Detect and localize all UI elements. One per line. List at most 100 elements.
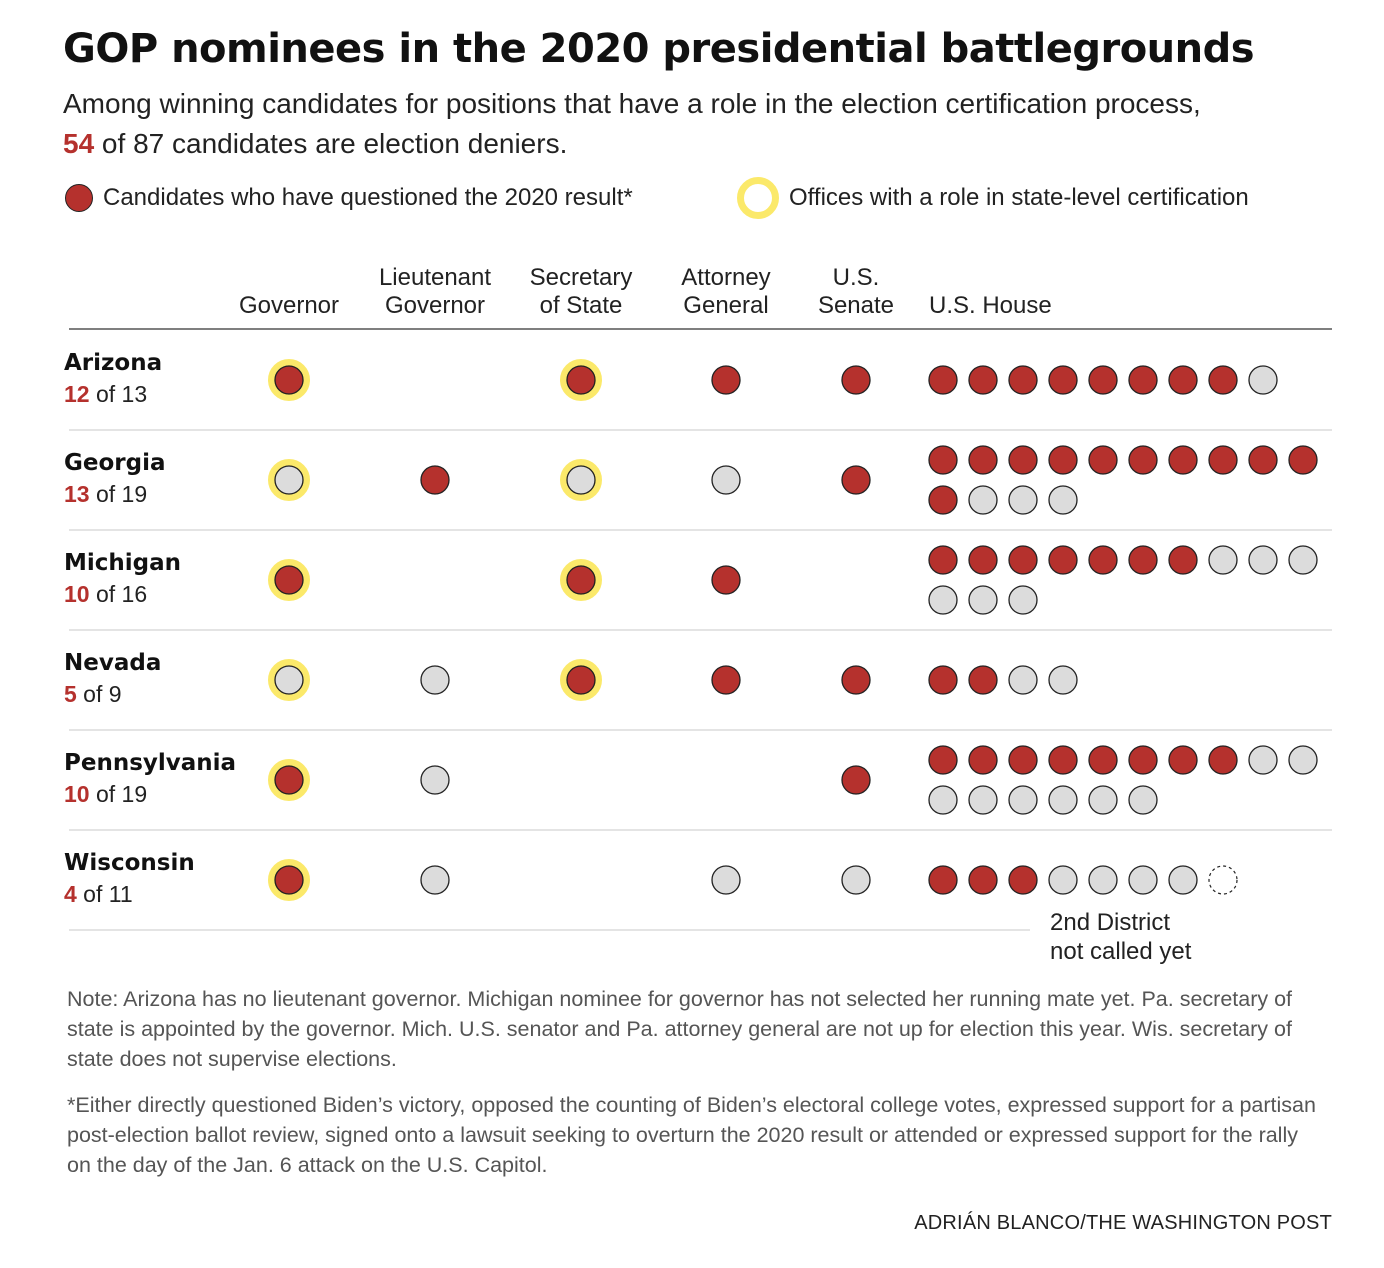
denier-dot bbox=[1008, 445, 1038, 475]
state-count: 10 of 19 bbox=[64, 781, 147, 807]
pennsylvania-house-dot bbox=[1248, 745, 1278, 775]
state-total-count: of 11 bbox=[77, 881, 133, 907]
denier-dot bbox=[1248, 445, 1278, 475]
state-row-pennsylvania: Pennsylvania 10 of 19 bbox=[64, 745, 1332, 831]
column-header-secretary-of-state: Secretary bbox=[530, 264, 633, 291]
state-name: Nevada bbox=[64, 650, 161, 676]
nevada-us-senate-dot bbox=[841, 665, 871, 695]
column-header-attorney-general: Attorney bbox=[681, 264, 770, 291]
certification-ring bbox=[560, 359, 602, 401]
denier-dot bbox=[711, 665, 741, 695]
pennsylvania-house-dot bbox=[1208, 745, 1238, 775]
subtitle-line1: Among winning candidates for positions t… bbox=[63, 88, 1201, 119]
georgia-house-dot bbox=[1008, 445, 1038, 475]
non-denier-dot bbox=[1128, 865, 1158, 895]
wisconsin-house-dot bbox=[1088, 865, 1118, 895]
wisconsin-house-dot bbox=[1048, 865, 1078, 895]
non-denier-dot bbox=[420, 765, 450, 795]
denier-dot bbox=[928, 545, 958, 575]
michigan-secretary-of-state-dot bbox=[560, 559, 602, 601]
pennsylvania-house-dot bbox=[968, 785, 998, 815]
arizona-house-dot bbox=[1048, 365, 1078, 395]
state-name: Arizona bbox=[64, 350, 162, 376]
non-denier-dot bbox=[1208, 545, 1238, 575]
michigan-house-dot bbox=[928, 585, 958, 615]
arizona-house-dot bbox=[968, 365, 998, 395]
denier-dot bbox=[711, 365, 741, 395]
arizona-house-dot bbox=[1008, 365, 1038, 395]
red-dot-icon bbox=[65, 184, 93, 212]
arizona-house-dot bbox=[1088, 365, 1118, 395]
denier-dot bbox=[1168, 365, 1198, 395]
non-denier-dot bbox=[711, 465, 741, 495]
state-row-michigan: Michigan 10 of 16 bbox=[64, 545, 1332, 631]
annotation-line: 2nd District bbox=[1050, 909, 1170, 936]
wisconsin-attorney-general-dot bbox=[711, 865, 741, 895]
denier-dot bbox=[928, 365, 958, 395]
subtitle: Among winning candidates for positions t… bbox=[63, 84, 1201, 164]
state-count: 5 of 9 bbox=[64, 681, 122, 707]
pennsylvania-house-dot bbox=[1168, 745, 1198, 775]
denier-dot bbox=[928, 665, 958, 695]
yellow-ring-icon bbox=[737, 177, 779, 219]
denier-dot bbox=[1128, 545, 1158, 575]
michigan-house-dot bbox=[1168, 545, 1198, 575]
nevada-house-dot bbox=[968, 665, 998, 695]
denier-dot bbox=[928, 745, 958, 775]
arizona-us-senate-dot bbox=[841, 365, 871, 395]
certification-ring bbox=[268, 759, 310, 801]
denier-dot bbox=[1088, 745, 1118, 775]
non-denier-dot bbox=[1088, 785, 1118, 815]
georgia-house-dot bbox=[1048, 485, 1078, 515]
denier-dot bbox=[1128, 365, 1158, 395]
denier-dot bbox=[1088, 445, 1118, 475]
column-header-us-senate: Senate bbox=[818, 292, 894, 319]
state-name: Wisconsin bbox=[64, 850, 195, 876]
state-name: Pennsylvania bbox=[64, 750, 236, 776]
non-denier-dot bbox=[1008, 665, 1038, 695]
non-denier-dot bbox=[928, 585, 958, 615]
footnote-text: *Either directly questioned Biden’s vict… bbox=[67, 1093, 1316, 1177]
certification-ring bbox=[268, 859, 310, 901]
state-denier-count: 5 bbox=[64, 681, 77, 707]
georgia-house-dot bbox=[1048, 445, 1078, 475]
denier-dot bbox=[841, 365, 871, 395]
georgia-attorney-general-dot bbox=[711, 465, 741, 495]
arizona-attorney-general-dot bbox=[711, 365, 741, 395]
non-denier-dot bbox=[1168, 865, 1198, 895]
pennsylvania-house-dot bbox=[1048, 745, 1078, 775]
arizona-house-dot bbox=[928, 365, 958, 395]
michigan-house-dot bbox=[1048, 545, 1078, 575]
wisconsin-house-dot bbox=[1128, 865, 1158, 895]
georgia-house-dot bbox=[1088, 445, 1118, 475]
arizona-house-dot bbox=[1168, 365, 1198, 395]
michigan-house-dot bbox=[1008, 545, 1038, 575]
georgia-us-senate-dot bbox=[841, 465, 871, 495]
denier-dot bbox=[1128, 745, 1158, 775]
nevada-house-dot bbox=[1008, 665, 1038, 695]
michigan-attorney-general-dot bbox=[711, 565, 741, 595]
certification-ring bbox=[268, 459, 310, 501]
non-denier-dot bbox=[1048, 785, 1078, 815]
arizona-secretary-of-state-dot bbox=[560, 359, 602, 401]
michigan-house-dot bbox=[1128, 545, 1158, 575]
wisconsin-governor-dot bbox=[268, 859, 310, 901]
state-total-count: of 13 bbox=[90, 381, 148, 407]
state-count: 12 of 13 bbox=[64, 381, 147, 407]
column-header-us-senate: U.S. bbox=[833, 264, 880, 291]
state-count: 13 of 19 bbox=[64, 481, 147, 507]
denier-dot bbox=[1088, 545, 1118, 575]
denier-dot bbox=[968, 445, 998, 475]
denier-dot bbox=[1208, 745, 1238, 775]
pennsylvania-house-dot bbox=[968, 745, 998, 775]
non-denier-dot bbox=[274, 665, 304, 695]
denier-dot bbox=[566, 665, 596, 695]
legend-label-denier: Candidates who have questioned the 2020 … bbox=[103, 184, 633, 211]
arizona-house-dot bbox=[1248, 365, 1278, 395]
pennsylvania-house-dot bbox=[928, 785, 958, 815]
nevada-governor-dot bbox=[268, 659, 310, 701]
michigan-house-dot bbox=[1208, 545, 1238, 575]
denier-dot bbox=[274, 765, 304, 795]
column-header-us-house: U.S. House bbox=[929, 292, 1052, 319]
